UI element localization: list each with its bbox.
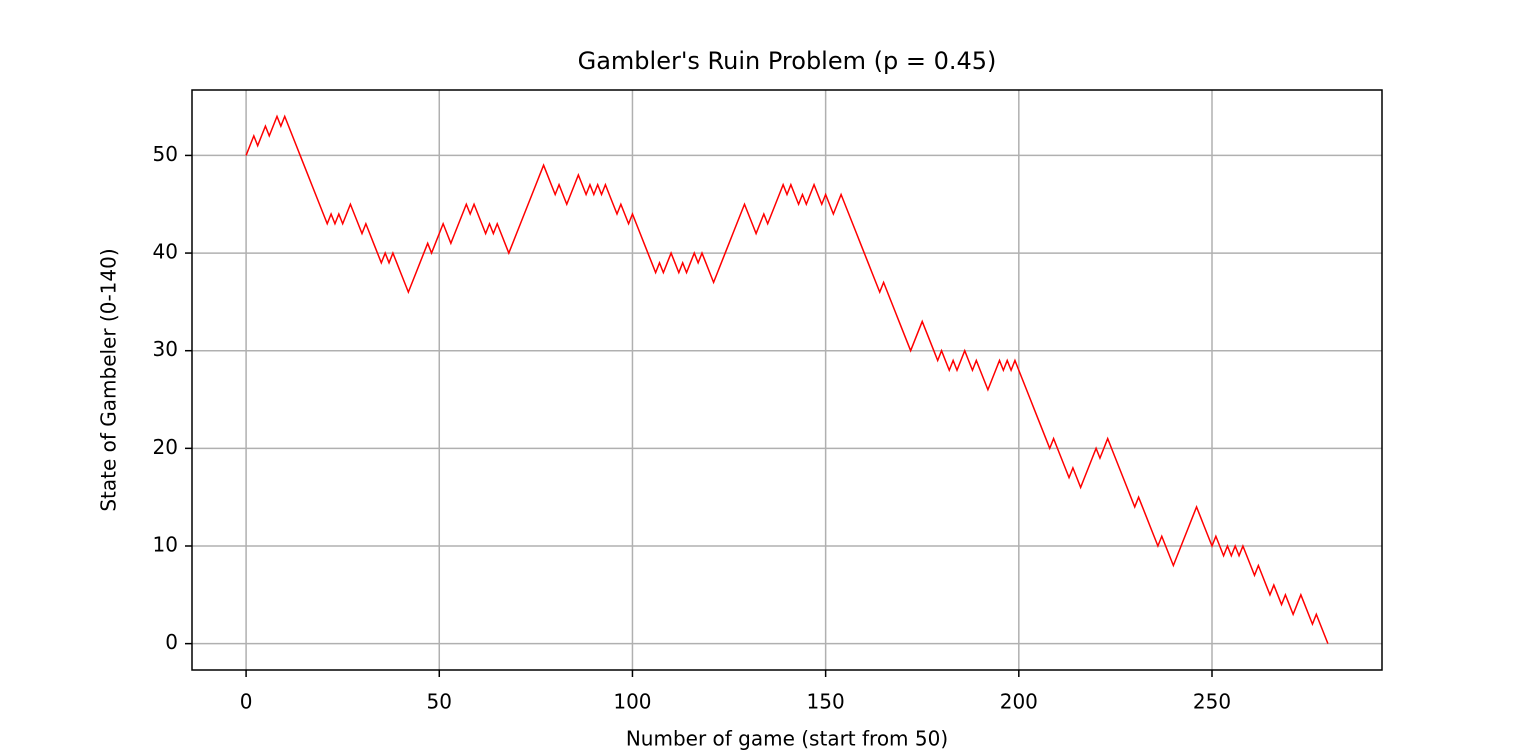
chart-title: Gambler's Ruin Problem (p = 0.45): [578, 47, 997, 75]
x-tick-label: 0: [240, 690, 253, 714]
y-axis-label: State of Gambeler (0-140): [97, 248, 121, 511]
y-tick-label: 0: [165, 630, 178, 654]
x-tick-label: 50: [427, 690, 452, 714]
x-tick-label: 100: [613, 690, 651, 714]
y-tick-label: 30: [153, 337, 178, 361]
y-tick-label: 50: [153, 142, 178, 166]
y-tick-label: 10: [153, 532, 178, 556]
x-tick-label: 250: [1193, 690, 1231, 714]
plot-frame: [191, 89, 1383, 671]
y-tick-label: 40: [153, 240, 178, 264]
y-tick-label: 20: [153, 435, 178, 459]
x-tick-label: 200: [1000, 690, 1038, 714]
line: [245, 114, 1329, 644]
x-axis-label: Number of game (start from 50): [626, 727, 948, 751]
x-tick-label: 150: [807, 690, 845, 714]
